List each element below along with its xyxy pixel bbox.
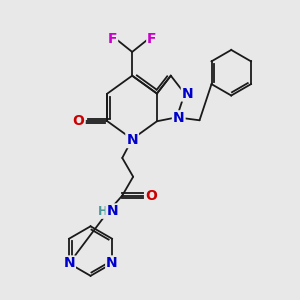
Text: F: F: [147, 32, 157, 46]
Text: N: N: [106, 256, 118, 270]
Text: N: N: [106, 204, 118, 218]
Text: H: H: [98, 205, 107, 218]
Text: N: N: [63, 256, 75, 270]
Text: O: O: [145, 189, 157, 202]
Text: N: N: [182, 86, 194, 100]
Text: N: N: [173, 111, 184, 125]
Text: O: O: [73, 114, 85, 128]
Text: F: F: [108, 32, 117, 46]
Text: N: N: [126, 133, 138, 147]
